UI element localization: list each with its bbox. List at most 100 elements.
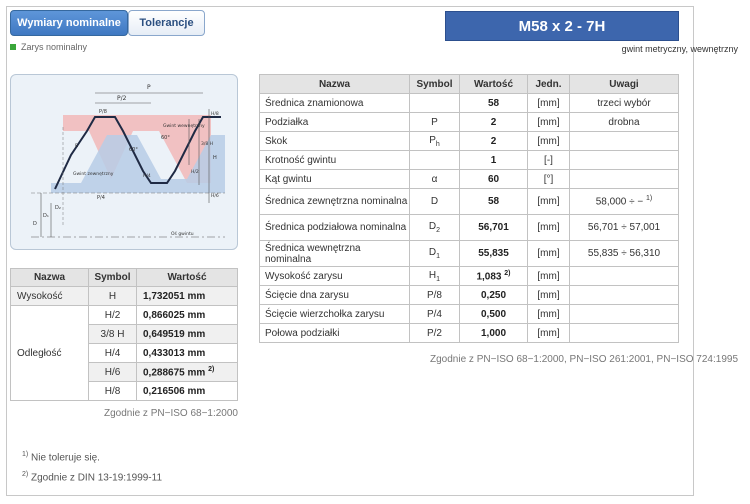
row-symbol: 3/8 H	[88, 324, 137, 344]
footnote: 1) Nie toleruje się.	[22, 446, 162, 466]
symbol-text: Ph	[429, 134, 440, 148]
row-note: 55,835 ÷ 56,310	[569, 240, 679, 267]
footnote-ref: 2)	[504, 269, 511, 277]
label-h4: H/4	[143, 173, 151, 179]
thread-title: M58 x 2 - 7H	[445, 11, 679, 41]
table-row: H/8 0,216506 mm	[11, 381, 238, 401]
label-angle-2: 60°	[161, 135, 170, 141]
row-value: 55,835	[459, 240, 528, 267]
row-unit: [mm]	[527, 266, 570, 286]
column-header: Wartość	[136, 268, 238, 287]
tab-nominal-dimensions[interactable]: Wymiary nominalne	[10, 10, 128, 36]
label-axis: Oś gwintu	[171, 230, 194, 237]
row-name: Ścięcie dna zarysu	[259, 285, 410, 305]
label-h: H	[213, 155, 217, 161]
row-name: Średnica znamionowa	[259, 93, 410, 113]
table-row: H/6 0,288675 mm 2)	[11, 362, 238, 382]
right-table-source: Zgodnie z PN−ISO 68−1:2000, PN−ISO 261:2…	[430, 354, 738, 365]
row-symbol: P	[409, 112, 460, 132]
row-note	[569, 323, 679, 343]
column-header: Symbol	[88, 268, 137, 287]
table-row: Skok Ph 2 [mm]	[259, 131, 679, 151]
thread-subtitle: gwint metryczny, wewnętrzny	[621, 44, 738, 54]
row-value: 56,701	[459, 214, 528, 241]
table-row: Średnica podziałowa nominalna D2 56,701 …	[259, 214, 679, 241]
row-symbol: D	[409, 188, 460, 215]
row-unit: [°]	[527, 169, 570, 189]
row-note: 56,701 ÷ 57,001	[569, 214, 679, 241]
column-header: Uwagi	[569, 74, 679, 94]
row-value: 0,288675 mm 2)	[136, 362, 238, 382]
label-p8: P/8	[99, 109, 107, 115]
row-symbol: H/6	[88, 362, 137, 382]
row-value: 0,500	[459, 304, 528, 324]
row-symbol: H/4	[88, 343, 137, 363]
bolt-region	[51, 135, 225, 193]
symbol-subscript: 1	[436, 253, 441, 260]
symbol-text: D2	[428, 221, 441, 234]
symbol-subscript: 1	[436, 275, 441, 283]
row-note	[569, 169, 679, 189]
row-value: 1,732051 mm	[136, 286, 238, 306]
row-value: 2	[459, 131, 528, 151]
row-symbol: H	[88, 286, 137, 306]
footnote-mark: 1)	[22, 451, 29, 458]
table-row: Kąt gwintu α 60 [°]	[259, 169, 679, 189]
column-header: Nazwa	[10, 268, 89, 287]
column-header: Wartość	[459, 74, 528, 94]
label-h2: H/2	[191, 169, 199, 175]
table-row: Ścięcie dna zarysu P/8 0,250 [mm]	[259, 285, 679, 305]
row-symbol: Ph	[409, 131, 460, 151]
row-note	[569, 304, 679, 324]
footnote-mark: 2)	[22, 471, 29, 479]
row-note: drobna	[569, 112, 679, 132]
row-symbol	[409, 93, 460, 113]
label-h8: H/8	[211, 111, 219, 117]
row-value: 2	[459, 112, 528, 132]
value-text: 0,288675 mm	[143, 367, 206, 379]
table-row: Średnica znamionowa 58 [mm] trzeci wybór	[259, 93, 679, 113]
column-header: Jedn.	[527, 74, 570, 94]
thread-parameters-table: Nazwa Symbol Wartość Jedn. Uwagi Średnic…	[259, 74, 679, 343]
label-p4: P/4	[97, 195, 105, 201]
row-unit: [mm]	[527, 285, 570, 305]
row-symbol: D2	[409, 214, 460, 241]
table-row: Średnica wewnętrzna nominalna D1 55,835 …	[259, 240, 679, 267]
label-h38: 3/8 H	[201, 141, 213, 147]
row-unit: [mm]	[527, 131, 570, 151]
label-d2: D₂	[55, 205, 61, 211]
row-value: 0,433013 mm	[136, 343, 238, 363]
row-name: Podziałka	[259, 112, 410, 132]
table-row: Ścięcie wierzchołka zarysu P/4 0,500 [mm…	[259, 304, 679, 324]
symbol-text: H1	[428, 269, 441, 283]
row-value: 58	[459, 188, 528, 215]
table-row: Podziałka P 2 [mm] drobna	[259, 112, 679, 132]
row-symbol: H/2	[88, 305, 137, 325]
tab-tolerances[interactable]: Tolerancje	[128, 10, 205, 36]
label-h6: H/6	[211, 193, 219, 199]
row-note: 58,000 ÷ − 1)	[569, 188, 679, 215]
label-d1: D₁	[43, 213, 49, 219]
row-symbol: H1	[409, 266, 460, 286]
row-value: 60	[459, 169, 528, 189]
row-note	[569, 285, 679, 305]
row-symbol	[409, 150, 460, 170]
row-name: Odległość	[10, 305, 89, 401]
symbol-text: D1	[428, 247, 441, 260]
row-unit: [mm]	[527, 304, 570, 324]
row-value: 0,649519 mm	[136, 324, 238, 344]
row-name: Średnica podziałowa nominalna	[259, 214, 410, 241]
row-value: 0,250	[459, 285, 528, 305]
row-name: Ścięcie wierzchołka zarysu	[259, 304, 410, 324]
nut-region	[63, 115, 211, 183]
row-symbol: H/8	[88, 381, 137, 401]
table-row: Wysokość H 1,732051 mm	[10, 286, 238, 306]
row-unit: [mm]	[527, 323, 570, 343]
table-header-row: Nazwa Symbol Wartość Jedn. Uwagi	[259, 74, 679, 94]
row-value: 0,216506 mm	[136, 381, 238, 401]
table-header-row: Nazwa Symbol Wartość	[10, 268, 238, 287]
row-name: Połowa podziałki	[259, 323, 410, 343]
label-p: P	[147, 84, 151, 91]
label-r: R	[75, 143, 78, 149]
symbol-subscript: 2	[436, 227, 441, 234]
